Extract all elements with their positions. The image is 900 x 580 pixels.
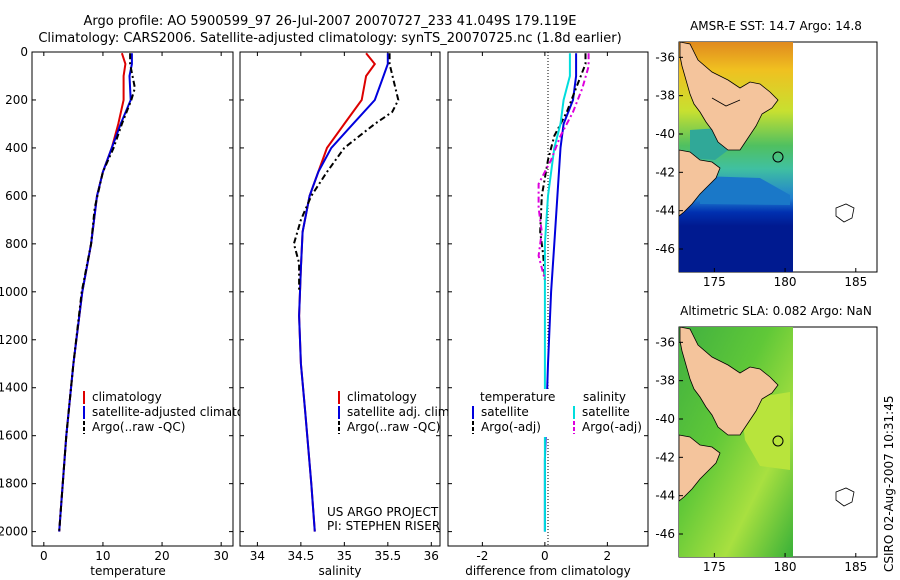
salinity-series xyxy=(292,52,400,532)
x-tick-label: 34 xyxy=(250,549,265,563)
chatham-islands xyxy=(835,203,855,223)
y-tick-label: 1600 xyxy=(0,429,28,443)
y-tick-label: 1200 xyxy=(0,333,28,347)
legend-header-temperature: temperature xyxy=(480,390,555,404)
series-line-salinity-argo-adj- xyxy=(537,53,590,281)
legend-label-satellite: satellite adj. clim. xyxy=(347,405,453,419)
y-tick-label: 0 xyxy=(20,45,28,59)
x-tick-label: 2 xyxy=(604,549,612,563)
y-tick-label: 1800 xyxy=(0,477,28,491)
x-tick-label: 30 xyxy=(214,549,229,563)
salinity-legend[interactable]: climatology satellite adj. clim. Argo(..… xyxy=(338,390,453,434)
legend-label-climatology: climatology xyxy=(347,390,417,404)
map-y-tick-label: -36 xyxy=(655,335,675,349)
temperature-xlabel: temperature xyxy=(90,564,165,578)
map-y-tick-label: -40 xyxy=(655,412,675,426)
salinity-axes-frame xyxy=(239,51,441,547)
x-tick-label: 20 xyxy=(154,549,169,563)
map-x-tick-label: 185 xyxy=(844,560,867,574)
legend-label-satellite: satellite-adjusted climatology xyxy=(92,405,270,419)
legend-label-sal-argo: Argo(-adj) xyxy=(582,420,642,434)
map-y-tick-label: -38 xyxy=(655,89,675,103)
y-tick-label: 1400 xyxy=(0,381,28,395)
difference-legend[interactable]: temperature salinity satellite Argo(-adj… xyxy=(470,389,642,437)
north-island-land xyxy=(679,42,779,151)
map-y-tick-label: -44 xyxy=(655,204,675,218)
north-island-land xyxy=(679,327,779,436)
sst-isotherm xyxy=(711,97,741,107)
sst-map-ticks: 175 180 185 -36 -38 -40 -42 -44 -46 xyxy=(655,50,867,289)
figure-title-line2: Climatology: CARS2006. Satellite-adjuste… xyxy=(38,31,621,46)
x-tick-label: 10 xyxy=(95,549,110,563)
x-tick-label: 35 xyxy=(337,549,352,563)
temperature-axes-frame xyxy=(31,51,234,547)
chatham-islands xyxy=(835,487,855,507)
salinity-xlabel: salinity xyxy=(318,564,361,578)
legend-label-argo: Argo(..raw -QC) xyxy=(92,420,185,434)
x-tick-label: 34.5 xyxy=(288,549,315,563)
salinity-panel: 34 34.5 35 35.5 36 salinity climatology sate… xyxy=(239,51,453,578)
difference-xlabel: difference from climatology xyxy=(465,564,631,578)
sst-map-title: AMSR-E SST: 14.7 Argo: 14.8 xyxy=(690,19,862,33)
south-island-land xyxy=(679,149,721,217)
difference-panel: -2 0 2 difference from climatology tempera… xyxy=(447,51,649,578)
map-x-tick-label: 185 xyxy=(844,275,867,289)
map-y-tick-label: -38 xyxy=(655,374,675,388)
series-line-salinity-satellite xyxy=(543,53,571,532)
y-tick-label: 800 xyxy=(5,237,28,251)
y-tick-label: 600 xyxy=(5,189,28,203)
sla-map-panel: Altimetric SLA: 0.082 Argo: NaN 175 180 18… xyxy=(655,304,878,574)
map-y-tick-label: -36 xyxy=(655,50,675,64)
map-y-tick-label: -44 xyxy=(655,489,675,503)
credit-pi: PI: STEPHEN RISER xyxy=(327,519,440,533)
y-tick-label: 200 xyxy=(5,93,28,107)
sla-map-ticks: 175 180 185 -36 -38 -40 -42 -44 -46 xyxy=(655,335,867,574)
x-tick-label: 0 xyxy=(541,549,549,563)
profile-location-marker xyxy=(772,151,784,163)
legend-header-salinity: salinity xyxy=(583,390,626,404)
sst-cool-patch xyxy=(700,176,790,205)
temperature-series xyxy=(58,52,136,532)
legend-label-temp-satellite: satellite xyxy=(481,405,529,419)
series-line-argo-raw-qc- xyxy=(292,53,400,292)
timestamp-label: CSIRO 02-Aug-2007 10:31:45 xyxy=(882,396,896,572)
map-x-tick-label: 175 xyxy=(703,560,726,574)
legend-label-temp-argo: Argo(-adj) xyxy=(481,420,541,434)
legend-background xyxy=(470,389,642,437)
map-y-tick-label: -46 xyxy=(655,527,675,541)
temperature-legend[interactable]: climatology satellite-adjusted climatolo… xyxy=(83,390,270,434)
legend-label-argo: Argo(..raw -QC) xyxy=(347,420,440,434)
y-tick-label: 1000 xyxy=(0,285,28,299)
series-line-temperature-argo-adj- xyxy=(539,53,587,280)
profile-location-marker xyxy=(772,435,784,447)
map-x-tick-label: 175 xyxy=(703,275,726,289)
temperature-panel: 0 10 20 30 0 200 400 600 800 1000 1200 1400 1600 1800… xyxy=(0,45,270,578)
map-y-tick-label: -46 xyxy=(655,242,675,256)
credit-project: US ARGO PROJECT xyxy=(327,505,439,519)
y-tick-label: 2000 xyxy=(0,525,28,539)
sla-map-title: Altimetric SLA: 0.082 Argo: NaN xyxy=(680,304,872,318)
difference-ticks: -2 0 2 xyxy=(448,51,648,563)
x-tick-label: 35.5 xyxy=(374,549,401,563)
map-x-tick-label: 180 xyxy=(774,560,797,574)
temperature-ticks: 0 10 20 30 0 200 400 600 800 1000 1200 1400 1600 1800… xyxy=(0,45,233,563)
x-tick-label: 36 xyxy=(424,549,439,563)
map-y-tick-label: -42 xyxy=(655,450,675,464)
south-island-land xyxy=(679,434,721,502)
x-tick-label: 0 xyxy=(40,549,48,563)
legend-label-sal-satellite: satellite xyxy=(582,405,630,419)
map-x-tick-label: 180 xyxy=(774,275,797,289)
y-tick-label: 400 xyxy=(5,141,28,155)
series-line-satellite-adj-clim- xyxy=(298,53,389,532)
figure-title-line1: Argo profile: AO 5900599_97 26-Jul-2007 … xyxy=(83,14,576,29)
difference-series xyxy=(537,53,590,532)
map-y-tick-label: -40 xyxy=(655,127,675,141)
x-tick-label: -2 xyxy=(476,549,488,563)
series-line-satellite-adjusted-climatology xyxy=(58,53,133,532)
legend-label-climatology: climatology xyxy=(92,390,162,404)
sst-map-panel: AMSR-E SST: 14.7 Argo: 14.8 175 180 185 -36… xyxy=(655,19,878,289)
map-y-tick-label: -42 xyxy=(655,165,675,179)
